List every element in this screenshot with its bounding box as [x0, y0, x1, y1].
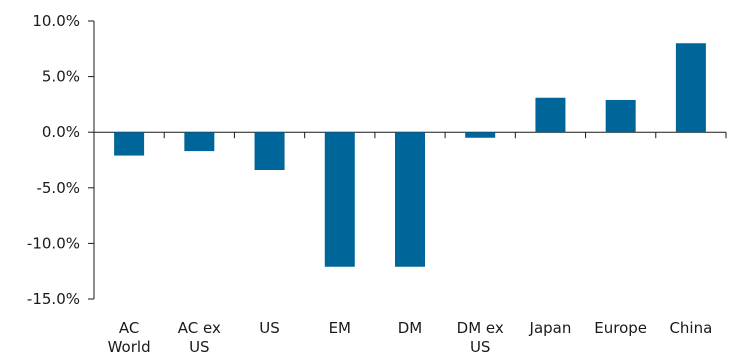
y-tick-label: -5.0%	[36, 179, 80, 197]
bar	[675, 43, 706, 133]
chart-bars	[114, 43, 706, 267]
x-category-label: US	[259, 319, 280, 337]
x-category-label: EM	[329, 319, 351, 337]
bar	[465, 132, 496, 138]
y-tick-label: 0.0%	[42, 123, 80, 141]
x-category-label: Europe	[594, 319, 647, 337]
x-category-label: Japan	[529, 319, 572, 337]
bar	[535, 97, 566, 133]
y-axis-ticks: 10.0% 5.0% 0.0% -5.0% -10.0% -15.0%	[27, 12, 94, 308]
bar	[395, 132, 425, 267]
x-axis-categories: AC World AC ex US US EM DM DM ex US Japan Europe Ch…	[108, 319, 713, 356]
y-tick-label: -15.0%	[27, 290, 80, 308]
bar	[324, 132, 355, 267]
x-category-label: DM ex US	[457, 319, 504, 356]
x-category-label: AC World	[108, 319, 151, 356]
x-category-label: AC ex US	[178, 319, 221, 356]
x-category-label: China	[669, 319, 712, 337]
y-tick-label: -10.0%	[27, 234, 80, 252]
x-category-label: DM	[398, 319, 423, 337]
bar	[254, 132, 285, 171]
bar	[605, 99, 636, 133]
bar	[184, 132, 215, 152]
y-tick-label: 10.0%	[32, 12, 80, 30]
y-tick-label: 5.0%	[42, 68, 80, 86]
bar	[114, 132, 145, 156]
